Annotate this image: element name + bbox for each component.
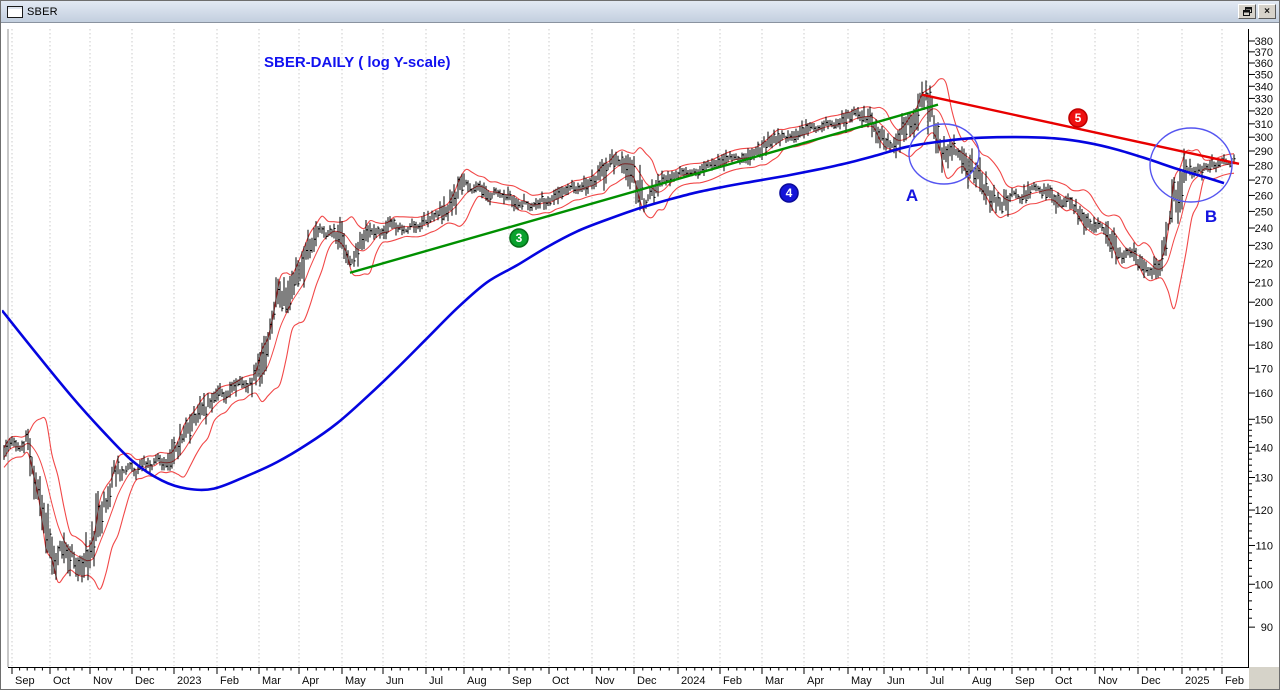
x-tick-label: 2024 — [681, 675, 705, 687]
y-tick-label: 120 — [1255, 505, 1273, 517]
chart-title: SBER-DAILY ( log Y-scale) — [264, 54, 450, 71]
wave-badge-4 — [779, 183, 799, 203]
axes: 90 100 110 120 130 140 150 160 170 180 190 200 210 22… — [8, 29, 1279, 689]
x-tick-label: Nov — [595, 675, 615, 687]
y-tick-label: 330 — [1255, 93, 1273, 105]
y-tick-label: 190 — [1255, 318, 1273, 330]
bollinger-middle — [3, 108, 1235, 562]
y-tick-label: 250 — [1255, 206, 1273, 218]
moving-average-line — [2, 135, 1225, 492]
x-tick-label: 2025 — [1185, 675, 1209, 687]
x-tick-label: 2023 — [177, 675, 201, 687]
highlight-ellipses — [908, 123, 1233, 203]
x-tick-label: Jun — [887, 675, 905, 687]
y-tick-label: 100 — [1255, 579, 1273, 591]
x-tick-label: Feb — [220, 675, 239, 687]
bollinger-upper — [3, 78, 1235, 548]
restore-button[interactable] — [1238, 4, 1256, 19]
y-tick-label: 340 — [1255, 81, 1273, 93]
window-controls: × — [1238, 4, 1276, 19]
y-tick-label: 170 — [1255, 363, 1273, 375]
y-tick-label: 130 — [1255, 472, 1273, 484]
x-tick-label: Dec — [135, 675, 155, 687]
y-tick-label: 320 — [1255, 106, 1273, 118]
x-tick-label: Sep — [512, 675, 532, 687]
x-tick-label: Aug — [467, 675, 487, 687]
wave-badge-text: 4 — [786, 186, 793, 200]
x-tick-label: Jul — [930, 675, 944, 687]
y-tick-label: 370 — [1255, 47, 1273, 59]
y-tick-label: 270 — [1255, 175, 1273, 187]
x-tick-label: Mar — [262, 675, 281, 687]
wave-badge-5 — [1068, 108, 1088, 128]
x-tick-label: Nov — [1098, 675, 1118, 687]
close-ticks — [6, 91, 1236, 567]
resistance-trendline — [921, 93, 1240, 165]
y-tick-label: 240 — [1255, 223, 1273, 235]
wave-badge-3 — [509, 228, 529, 248]
y-tick-label: 90 — [1261, 622, 1273, 634]
y-tick-label: 300 — [1255, 132, 1273, 144]
support-trendline — [349, 103, 939, 274]
x-tick-label: Oct — [552, 675, 569, 687]
x-tick-label: Oct — [1055, 675, 1072, 687]
y-tick-label: 360 — [1255, 58, 1273, 70]
wave-labels: 3 4 5 A B — [509, 108, 1217, 248]
x-tick-label: Sep — [1015, 675, 1035, 687]
y-tick-label: 280 — [1255, 160, 1273, 172]
x-tick-label: Dec — [1141, 675, 1161, 687]
wave-badge-text: 5 — [1075, 111, 1082, 125]
x-tick-label: Dec — [637, 675, 657, 687]
overlay-lines — [2, 93, 1240, 492]
wave-badge-text: 3 — [516, 231, 523, 245]
x-tick-label: Jul — [429, 675, 443, 687]
month-gridlines — [7, 29, 1223, 667]
axis-corner — [1249, 667, 1279, 689]
x-tick-label: Feb — [723, 675, 742, 687]
y-tick-label: 110 — [1255, 540, 1273, 552]
wave-letter-B: B — [1205, 207, 1217, 226]
x-tick-label: Nov — [93, 675, 113, 687]
x-tick-label: May — [851, 675, 872, 687]
chart-client-area: 3 4 5 A B SBER-DAILY ( log Y-scale) 90 100 110 12… — [2, 23, 1280, 689]
y-tick-label: 220 — [1255, 258, 1273, 270]
x-tick-label: Apr — [302, 675, 319, 687]
y-tick-label: 350 — [1255, 69, 1273, 81]
x-tick-label: Jun — [386, 675, 404, 687]
daily-bars — [3, 80, 1235, 583]
wave-letter-A: A — [906, 186, 918, 205]
bollinger-lower — [3, 125, 1235, 590]
y-tick-label: 260 — [1255, 190, 1273, 202]
y-tick-label: 290 — [1255, 146, 1273, 158]
window-title: SBER — [27, 5, 58, 18]
close-button[interactable]: × — [1258, 4, 1276, 19]
window-menu-icon[interactable] — [7, 5, 23, 18]
x-tick-label: Feb — [1225, 675, 1244, 687]
restore-icon — [1242, 7, 1252, 16]
y-tick-label: 160 — [1255, 388, 1273, 400]
y-tick-label: 150 — [1255, 414, 1273, 426]
circle-A — [908, 123, 980, 185]
x-tick-label: Oct — [53, 675, 70, 687]
y-tick-label: 380 — [1255, 36, 1273, 48]
y-tick-label: 180 — [1255, 340, 1273, 352]
chart-canvas[interactable]: 3 4 5 A B SBER-DAILY ( log Y-scale) 90 100 110 12… — [2, 23, 1280, 689]
y-tick-label: 230 — [1255, 240, 1273, 252]
y-tick-label: 310 — [1255, 119, 1273, 131]
x-tick-label: Mar — [765, 675, 784, 687]
x-tick-label: Aug — [972, 675, 992, 687]
y-tick-label: 210 — [1255, 277, 1273, 289]
price-series — [3, 80, 1236, 583]
y-tick-label: 200 — [1255, 297, 1273, 309]
x-tick-label: Sep — [15, 675, 35, 687]
circle-B — [1149, 127, 1233, 203]
title-bar[interactable]: SBER × — [1, 1, 1279, 23]
bollinger-bands — [3, 78, 1235, 590]
x-tick-label: May — [345, 675, 366, 687]
y-tick-label: 140 — [1255, 442, 1273, 454]
x-tick-label: Apr — [807, 675, 824, 687]
